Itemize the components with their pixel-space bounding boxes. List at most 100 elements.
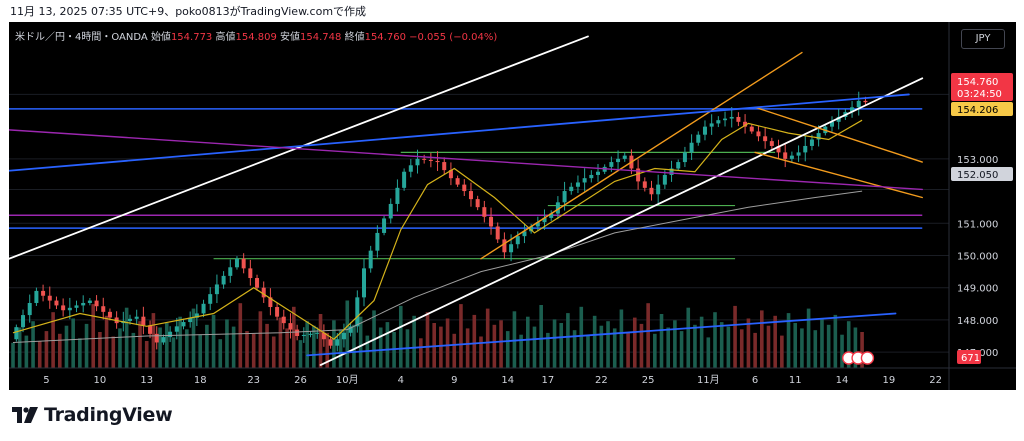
volume-bar <box>505 331 510 368</box>
candle-body <box>803 145 808 153</box>
price-chart[interactable]: 155.000153.000151.000150.000149.000148.0… <box>9 22 1016 390</box>
candle-body <box>435 160 440 163</box>
trendline-orange-4 <box>754 151 923 199</box>
volume-bar <box>539 305 543 368</box>
candle-body <box>201 303 206 314</box>
price-tick-label-4: 150.000 <box>957 251 998 262</box>
time-tick-label-11: 22 <box>595 375 608 386</box>
chart-area[interactable]: 155.000153.000151.000150.000149.000148.0… <box>9 22 1016 390</box>
change-value: −0.055 (−0.04%) <box>409 32 498 43</box>
volume-bar <box>185 329 189 368</box>
candle-body <box>402 171 407 188</box>
candle-body <box>41 290 46 296</box>
volume-bar <box>144 341 149 368</box>
volume-bar <box>786 313 791 368</box>
trendline-blue-6 <box>306 312 897 357</box>
candle-body <box>676 162 681 169</box>
volume-bar <box>345 300 350 368</box>
candle-body <box>181 322 186 327</box>
volume-bar <box>164 323 169 368</box>
trendline-white-0 <box>319 77 924 366</box>
candle-body <box>776 145 781 153</box>
volume-bar <box>425 312 430 368</box>
volume-bar <box>833 314 838 368</box>
volume-bar <box>693 324 697 368</box>
candle-body <box>428 159 433 161</box>
time-tick-label-8: 9 <box>451 375 457 386</box>
volume-bar <box>58 333 62 368</box>
candle-body <box>535 222 540 227</box>
candle-body <box>596 171 600 175</box>
last-price-label: 154.760 <box>957 77 998 88</box>
candle-body <box>348 326 353 333</box>
volume-bar <box>278 317 283 368</box>
volume-bar <box>612 328 617 368</box>
snapshot-caption: 11月 13, 2025 07:35 UTC+9、poko0813がTradin… <box>10 5 367 18</box>
currency-button[interactable]: JPY <box>961 29 1005 49</box>
price-tick-label-3: 151.000 <box>957 219 998 230</box>
volume-bar <box>780 335 784 368</box>
candle-body <box>856 100 861 108</box>
symbol-label[interactable]: 米ドル／円・4時間・OANDA <box>15 32 148 43</box>
tradingview-logo[interactable]: TradingView <box>12 403 173 427</box>
volume-bar <box>760 310 764 368</box>
volume-bar <box>566 313 570 368</box>
candle-body <box>649 187 654 195</box>
trendline-white-1 <box>9 35 589 260</box>
candle-body <box>395 187 400 204</box>
candle-body <box>442 162 447 171</box>
candle-body <box>422 158 427 160</box>
volume-bar <box>318 314 323 368</box>
candle-body <box>515 236 520 245</box>
volume-bar <box>84 323 89 368</box>
volume-bar <box>459 304 463 368</box>
volume-bar <box>766 325 771 368</box>
candle-body <box>268 297 273 308</box>
volume-bar <box>559 323 564 368</box>
candle-body <box>308 333 313 335</box>
candle-body <box>341 332 346 340</box>
time-tick-label-16: 14 <box>836 375 849 386</box>
candle-body <box>582 178 587 183</box>
volume-bar <box>860 332 864 368</box>
volume-bar <box>285 328 289 368</box>
candle-body <box>355 297 360 327</box>
candle-body <box>234 258 239 268</box>
candle-body <box>321 332 326 340</box>
volume-bar <box>198 334 202 368</box>
volume-bar <box>746 318 751 368</box>
time-tick-label-3: 18 <box>194 375 207 386</box>
volume-bar <box>312 325 316 368</box>
candle-body <box>522 231 527 237</box>
candle-body <box>61 305 66 311</box>
candle-body <box>194 313 199 318</box>
volume-bar <box>218 339 223 368</box>
time-tick-label-5: 26 <box>294 375 307 386</box>
volume-bar <box>98 332 102 368</box>
candle-body <box>54 300 59 306</box>
volume-bar <box>679 331 684 368</box>
volume-bar <box>552 319 557 368</box>
candle-body <box>716 120 721 124</box>
high-value: 154.809 <box>235 32 277 43</box>
candle-body <box>148 325 153 334</box>
time-tick-label-18: 22 <box>929 375 942 386</box>
volume-bar <box>599 325 604 368</box>
volume-tag <box>957 350 981 364</box>
volume-bars <box>11 300 864 368</box>
candle-body <box>575 182 580 187</box>
candle-body <box>134 316 139 319</box>
candle-body <box>94 300 99 307</box>
price-tick-label-6: 148.000 <box>957 316 998 327</box>
candle-body <box>569 186 574 192</box>
candle-body <box>101 306 106 312</box>
low-value: 154.748 <box>300 32 342 43</box>
candle-body <box>542 217 547 223</box>
volume-bar <box>412 315 416 368</box>
volume-bar <box>646 303 650 368</box>
candle-body <box>448 170 453 179</box>
candle-body <box>702 126 707 135</box>
time-tick-label-15: 11 <box>789 375 802 386</box>
volume-bar <box>11 342 15 368</box>
volume-bar <box>245 331 249 368</box>
